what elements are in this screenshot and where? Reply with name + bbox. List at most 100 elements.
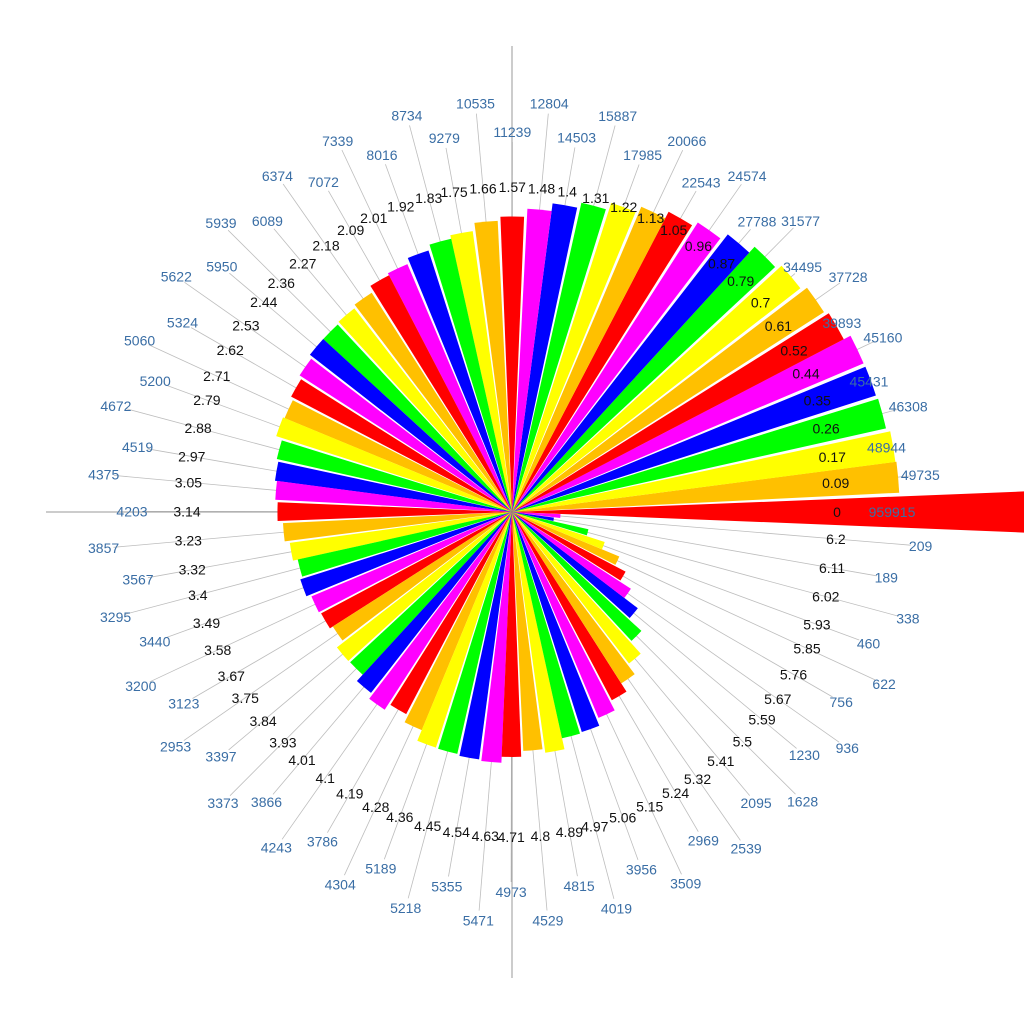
angle-label: 3.32: [179, 562, 206, 578]
value-label: 27788: [738, 214, 777, 230]
value-label: 5218: [390, 900, 421, 916]
value-label: 49735: [901, 467, 940, 483]
bar-wedge: [404, 512, 512, 731]
angle-label: 0.17: [819, 449, 846, 465]
bar-wedge: [512, 512, 642, 641]
value-label: 37728: [829, 269, 868, 285]
angle-label: 1.48: [528, 180, 555, 196]
angle-label: 4.19: [336, 786, 363, 802]
bar-wedge: [289, 512, 512, 561]
angle-label: 5.59: [748, 712, 775, 728]
bar-wedge: [512, 512, 638, 618]
value-label: 3509: [670, 875, 701, 891]
angle-label: 0.61: [765, 318, 792, 334]
angle-label: 5.67: [764, 691, 791, 707]
value-label: 936: [836, 740, 860, 756]
value-label: 3295: [100, 609, 131, 625]
spoke-line: [511, 511, 877, 577]
bar-wedge: [512, 512, 627, 701]
bar-wedge: [512, 313, 844, 512]
angle-label: 0.52: [780, 343, 807, 359]
value-label: 189: [875, 570, 899, 586]
value-label: 5950: [206, 259, 237, 275]
value-label: 24574: [728, 168, 767, 184]
angle-labels: 0 0.09 0.17 0.26 0.35 0.44 0.52 0.61 0.7 0.790.87…: [173, 179, 849, 845]
value-label: 4519: [122, 439, 153, 455]
value-label: 460: [857, 635, 881, 651]
value-label: 5189: [365, 861, 396, 877]
value-label: 4203: [116, 503, 147, 519]
value-label: 3440: [139, 634, 170, 650]
angle-label: 6.2: [826, 531, 846, 547]
value-label: 34495: [783, 259, 822, 275]
bar-wedge: [512, 234, 750, 512]
value-label: 4019: [601, 901, 632, 917]
angle-label: 4.89: [556, 824, 583, 840]
value-label: 4375: [88, 467, 119, 483]
value-label: 5471: [463, 913, 494, 929]
value-label: 8734: [391, 108, 422, 124]
bar-wedge: [512, 512, 561, 518]
value-label: 959915: [869, 504, 916, 520]
angle-label: 2.79: [193, 392, 220, 408]
angle-label: 5.32: [684, 771, 711, 787]
bar-wedge: [438, 512, 512, 754]
bar-wedge: [512, 512, 543, 751]
bar-wedge: [300, 512, 512, 597]
angle-label: 2.18: [312, 238, 339, 254]
angle-label: 0: [833, 504, 841, 520]
angle-label: 2.27: [289, 255, 316, 271]
angle-label: 2.88: [184, 420, 211, 436]
value-label: 7339: [322, 133, 353, 149]
angle-label: 6.02: [812, 589, 839, 605]
bar-wedge: [275, 461, 512, 512]
bar-wedge: [356, 512, 512, 693]
angle-label: 2.71: [203, 368, 230, 384]
angle-label: 5.41: [707, 753, 734, 769]
angle-label: 2.44: [250, 294, 277, 310]
value-label: 1628: [787, 793, 818, 809]
bar-wedge: [512, 512, 565, 753]
value-label: 209: [909, 538, 933, 554]
bar-wedge: [512, 287, 824, 512]
angle-label: 1.13: [637, 210, 664, 226]
bar-wedge: [275, 480, 512, 512]
value-label: 17985: [623, 147, 662, 163]
bar-wedge: [336, 512, 512, 661]
bar-wedge: [512, 211, 693, 512]
value-label: 15887: [598, 108, 637, 124]
bar-wedge: [512, 222, 721, 512]
bar-wedge: [277, 502, 512, 521]
bar-wedge: [512, 512, 620, 565]
value-label: 5200: [140, 373, 171, 389]
value-label: 3397: [205, 748, 236, 764]
angle-label: 3.58: [204, 642, 231, 658]
angle-label: 0.09: [822, 475, 849, 491]
bar-wedge: [512, 366, 876, 512]
value-label: 14503: [557, 130, 596, 146]
bar-wedge: [354, 292, 512, 512]
value-label: 5939: [205, 215, 236, 231]
bar-wedge: [390, 512, 512, 715]
value-label: 5355: [431, 878, 462, 894]
bar-wedge: [429, 238, 512, 513]
angle-label: 1.66: [469, 180, 496, 196]
bar-wedge: [481, 512, 512, 763]
value-label: 5622: [161, 269, 192, 285]
value-label: 5324: [167, 315, 198, 331]
angle-label: 1.75: [440, 184, 467, 200]
angle-label: 4.1: [315, 770, 335, 786]
angle-label: 3.14: [173, 504, 200, 520]
angle-label: 1.57: [499, 179, 526, 195]
angle-label: 3.93: [269, 735, 296, 751]
bar-wedge: [512, 512, 589, 536]
value-label: 12804: [530, 96, 569, 112]
bar-wedge: [512, 431, 896, 512]
angle-label: 2.53: [232, 317, 259, 333]
bar-wedge: [512, 461, 900, 512]
bar-wedge: [512, 203, 578, 512]
value-label: 5060: [124, 333, 155, 349]
value-label: 4243: [261, 840, 292, 856]
value-label: 46308: [889, 399, 928, 415]
value-label: 20066: [667, 133, 706, 149]
